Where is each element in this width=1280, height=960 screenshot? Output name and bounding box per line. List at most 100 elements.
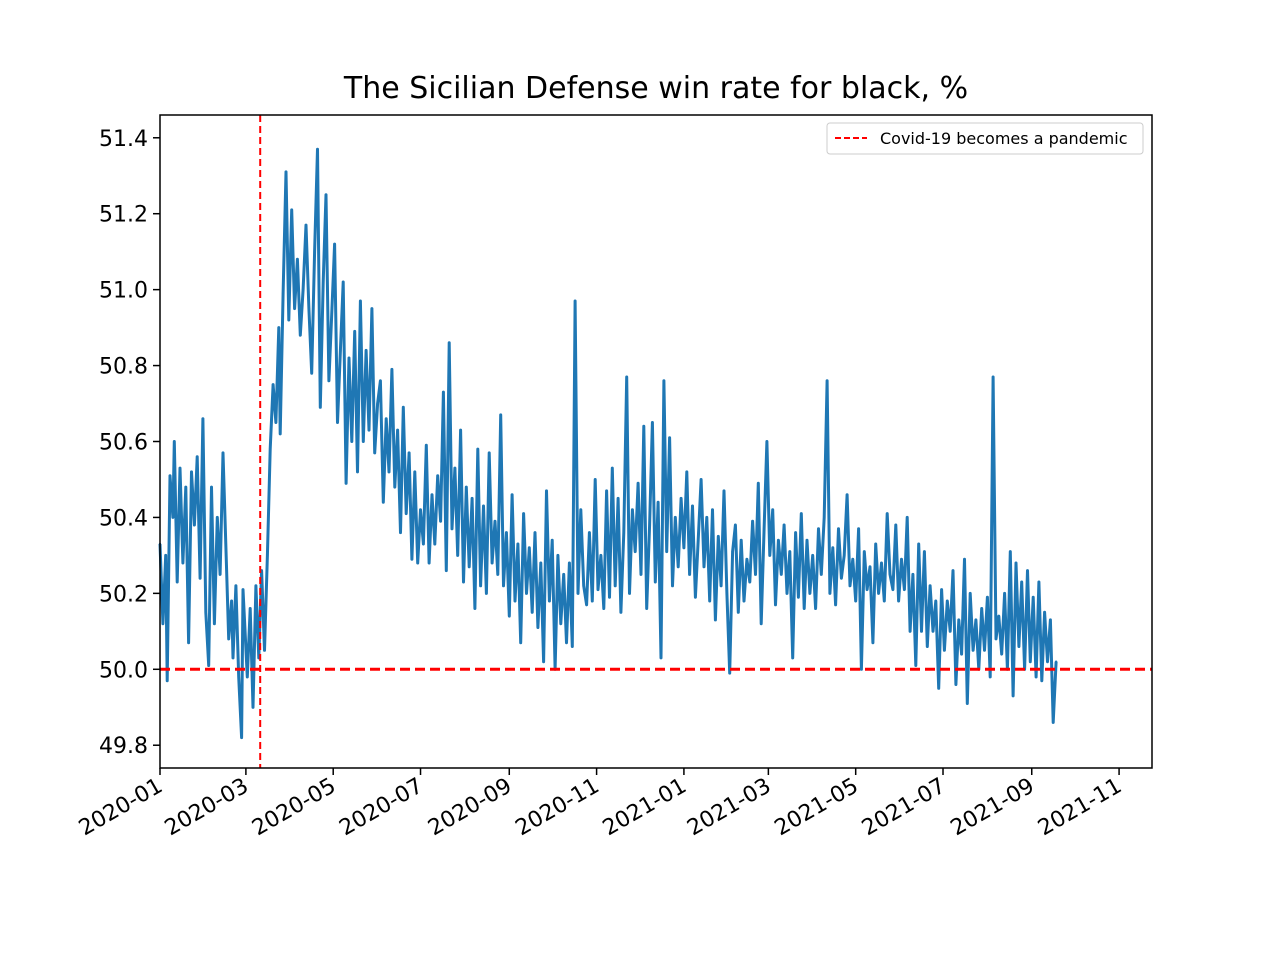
data-point — [339, 349, 342, 352]
data-point — [344, 482, 348, 485]
data-point — [596, 588, 600, 591]
data-point — [196, 455, 199, 458]
data-point — [442, 390, 445, 394]
data-point — [324, 193, 328, 196]
data-point — [662, 379, 666, 382]
y-tick-label: 50.4 — [99, 506, 148, 531]
data-point — [385, 417, 388, 420]
data-point — [396, 428, 399, 432]
data-point — [330, 311, 333, 314]
y-tick-label: 50.6 — [99, 431, 148, 456]
y-tick-label: 51.4 — [99, 127, 148, 152]
data-point — [499, 413, 502, 417]
data-point — [508, 614, 511, 618]
data-point — [1026, 569, 1029, 572]
data-point — [485, 592, 488, 595]
data-point — [608, 596, 611, 599]
data-point — [934, 599, 937, 603]
data-point — [642, 425, 645, 428]
data-point — [476, 447, 479, 451]
data-point — [671, 584, 674, 587]
data-point — [213, 622, 216, 625]
data-point — [301, 288, 305, 291]
data-point — [760, 622, 763, 625]
data-point — [488, 451, 491, 455]
data-point — [954, 683, 958, 686]
data-point — [502, 584, 505, 587]
data-point — [1029, 660, 1032, 663]
data-point — [436, 474, 439, 477]
data-point — [1046, 660, 1049, 663]
data-point — [551, 539, 554, 542]
data-point — [533, 531, 537, 534]
data-point — [914, 664, 917, 667]
data-point — [579, 508, 582, 511]
data-point — [1011, 694, 1015, 698]
data-point — [542, 660, 545, 663]
data-point — [207, 664, 210, 667]
data-point — [906, 516, 909, 519]
data-point — [210, 485, 213, 489]
data-point — [171, 516, 175, 519]
data-point — [946, 599, 949, 603]
data-point — [482, 504, 485, 508]
data-point — [293, 307, 296, 310]
data-point — [545, 489, 548, 493]
data-point — [240, 736, 243, 739]
data-point — [290, 208, 293, 212]
data-point — [313, 250, 316, 253]
data-point — [897, 599, 900, 603]
data-point — [234, 584, 238, 587]
data-point — [768, 554, 771, 557]
data-point — [631, 508, 634, 511]
data-point — [231, 656, 235, 660]
data-point — [269, 447, 272, 451]
data-point — [221, 451, 225, 455]
data-point — [940, 588, 943, 591]
data-point — [299, 334, 302, 337]
data-point — [588, 531, 591, 534]
data-point — [319, 406, 322, 409]
data-point — [611, 466, 614, 470]
data-point — [513, 599, 517, 603]
data-point — [224, 542, 227, 546]
data-point — [848, 584, 852, 587]
data-point — [980, 607, 983, 610]
data-point — [519, 641, 522, 644]
data-point — [439, 520, 442, 523]
data-point — [468, 565, 471, 568]
data-point — [562, 573, 565, 576]
data-point — [837, 527, 840, 530]
data-point — [923, 550, 926, 553]
data-point — [254, 584, 258, 587]
data-point — [725, 592, 729, 595]
data-point — [949, 630, 952, 633]
data-point — [917, 542, 920, 546]
data-point — [688, 573, 691, 576]
data-point — [510, 493, 514, 496]
data-point — [714, 618, 717, 622]
data-point — [594, 478, 597, 481]
data-point — [548, 599, 551, 603]
data-point — [777, 539, 780, 542]
data-point — [356, 470, 359, 474]
data-point — [505, 531, 508, 534]
data-point — [284, 170, 288, 174]
data-point — [863, 550, 866, 553]
data-point — [166, 679, 169, 682]
data-point — [307, 307, 311, 310]
data-point — [823, 516, 826, 519]
data-point — [737, 611, 740, 614]
data-point — [405, 512, 408, 515]
data-point — [694, 596, 697, 599]
data-point — [1000, 652, 1003, 656]
data-point — [602, 607, 605, 610]
data-point — [277, 326, 280, 329]
data-point — [430, 493, 434, 496]
data-point — [682, 546, 686, 549]
data-point — [785, 592, 789, 595]
data-point — [728, 671, 731, 675]
data-point — [419, 508, 422, 511]
data-point — [974, 618, 978, 622]
data-point — [336, 421, 339, 424]
